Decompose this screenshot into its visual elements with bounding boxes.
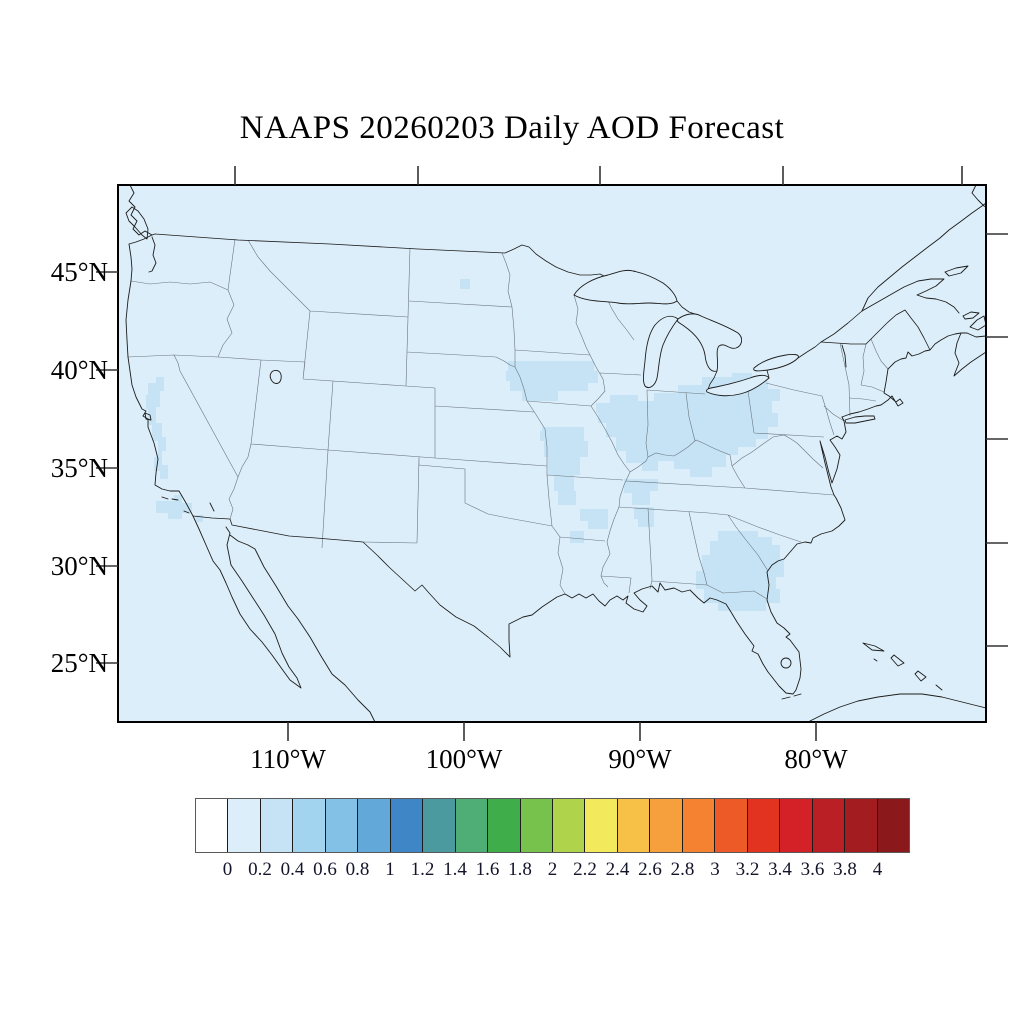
lat-label-45n: 45°N — [51, 257, 108, 287]
colorbar-cell-10 — [519, 799, 552, 852]
great-lakes — [269, 269, 799, 669]
lat-label-25n: 25°N — [51, 648, 108, 678]
colorbar-cell-19 — [811, 799, 845, 852]
colorbar: 0 0.2 0.4 0.6 0.8 1 1.2 1.4 1.6 1.8 2 2.2 2.4 2.6 2.8 3… — [195, 798, 910, 889]
colorbar-cell-6 — [389, 799, 423, 852]
lon-label-80w: 80°W — [784, 744, 848, 774]
colorbar-tick-label-2.6: 2.6 — [638, 859, 662, 880]
colorbar-cell-11 — [551, 799, 585, 852]
lon-label-90w: 90°W — [608, 744, 672, 774]
colorbar-tick-label-0.2: 0.2 — [248, 859, 272, 880]
coastline-paths — [125, 185, 986, 722]
colorbar-tick-label-3.4: 3.4 — [768, 859, 792, 880]
colorbar-tick-label-1.8: 1.8 — [508, 859, 532, 880]
colorbar-cell-0 — [196, 799, 228, 852]
aod-overlay — [146, 279, 784, 611]
colorbar-cell-13 — [616, 799, 650, 852]
colorbar-cell-4 — [324, 799, 358, 852]
colorbar-tick-label-0.4: 0.4 — [280, 859, 305, 880]
colorbar-tick-label-3.6: 3.6 — [800, 859, 825, 880]
colorbar-cell-12 — [584, 799, 617, 852]
colorbar-cell-14 — [649, 799, 682, 852]
colorbar-cell-2 — [259, 799, 293, 852]
map-frame — [117, 184, 987, 723]
colorbar-tick-label-2.4: 2.4 — [605, 859, 630, 880]
colorbar-tick-label-0.8: 0.8 — [345, 859, 370, 880]
lat-label-30n: 30°N — [51, 551, 108, 581]
colorbar-tick-label-0.6: 0.6 — [313, 859, 337, 880]
colorbar-cell-9 — [487, 799, 520, 852]
colorbar-tick-label-3: 3 — [710, 859, 720, 880]
colorbar-cell-20 — [844, 799, 877, 852]
plot-title: NAAPS 20260203 Daily AOD Forecast — [239, 110, 785, 146]
colorbar-tick-label-3.8: 3.8 — [833, 859, 857, 880]
lat-label-35n: 35°N — [51, 453, 108, 483]
lon-label-100w: 100°W — [426, 744, 503, 774]
colorbar-cell-7 — [422, 799, 455, 852]
country-border-paths — [154, 233, 931, 658]
axis-ticks — [96, 166, 1008, 741]
colorbar-cells — [195, 798, 910, 853]
colorbar-tick-label-1.4: 1.4 — [443, 859, 467, 880]
colorbar-cell-1 — [227, 799, 260, 852]
colorbar-tick-label-2: 2 — [547, 859, 558, 880]
colorbar-cell-8 — [454, 799, 488, 852]
colorbar-cell-18 — [779, 799, 812, 852]
colorbar-tick-label-1: 1 — [385, 859, 395, 880]
colorbar-tick-label-3.2: 3.2 — [735, 859, 760, 880]
colorbar-cell-17 — [746, 799, 780, 852]
colorbar-cell-5 — [357, 799, 390, 852]
colorbar-tick-label-0: 0 — [222, 859, 233, 880]
lat-label-40n: 40°N — [51, 355, 108, 385]
colorbar-tick-label-2.8: 2.8 — [670, 859, 695, 880]
colorbar-cell-3 — [292, 799, 325, 852]
state-border-paths — [127, 238, 889, 600]
colorbar-cell-15 — [681, 799, 715, 852]
colorbar-tick-labels: 0 0.2 0.4 0.6 0.8 1 1.2 1.4 1.6 1.8 2 2.2 2.4 2.6 2.8 3… — [195, 859, 910, 889]
colorbar-tick-label-4: 4 — [872, 859, 883, 880]
colorbar-tick-label-1.2: 1.2 — [410, 859, 435, 880]
colorbar-cell-16 — [714, 799, 747, 852]
colorbar-tick-label-2.2: 2.2 — [573, 859, 597, 880]
colorbar-tick-label-1.6: 1.6 — [475, 859, 500, 880]
colorbar-cell-21 — [876, 799, 909, 852]
lon-label-110w: 110°W — [250, 744, 326, 774]
